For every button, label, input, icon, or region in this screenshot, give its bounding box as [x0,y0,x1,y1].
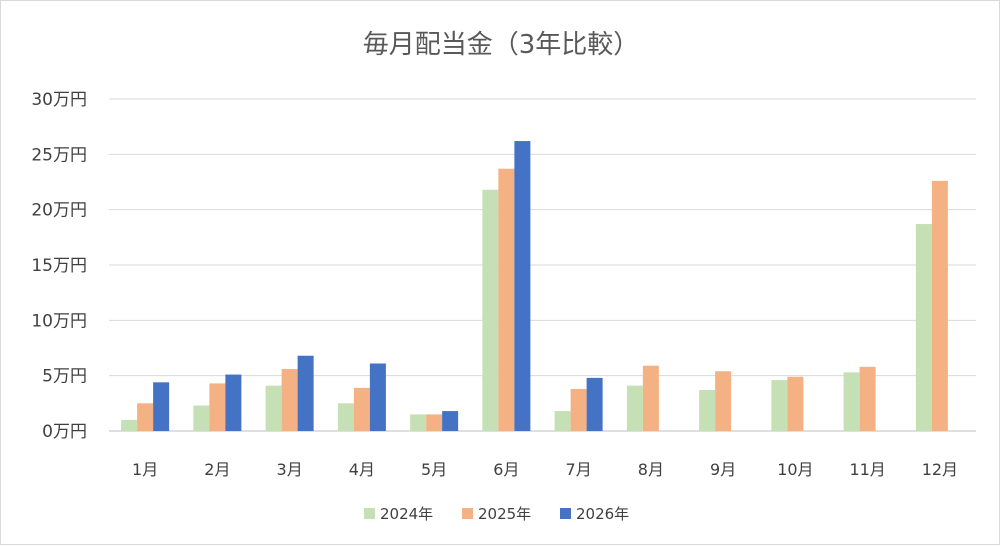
bar-2026年-4月 [369,363,386,431]
bar-2026年-1月 [153,382,170,431]
bar-2025年-9月 [715,371,732,431]
y-tick-label: 30万円 [31,90,87,110]
bar-2025年-4月 [353,387,370,431]
legend-label: 2026年 [576,505,629,523]
x-category-label: 5月 [421,460,447,479]
x-category-label: 3月 [277,460,303,479]
bar-2025年-2月 [209,383,226,431]
legend-swatch [364,508,375,519]
bar-2024年-10月 [771,380,788,431]
bar-2025年-8月 [642,365,659,431]
bar-2024年-1月 [121,419,138,431]
bar-2025年-6月 [498,168,515,431]
x-category-label: 11月 [849,460,885,479]
bar-2025年-12月 [931,180,948,431]
bar-2024年-5月 [410,414,427,431]
x-category-label: 6月 [493,460,519,479]
y-tick-label: 0万円 [42,422,87,442]
x-category-label: 10月 [777,460,813,479]
legend-swatch [560,508,571,519]
bar-2024年-4月 [337,403,354,431]
bar-2026年-5月 [442,411,459,431]
y-tick-label: 25万円 [31,145,87,165]
bar-2026年-7月 [586,377,603,431]
bar-2024年-6月 [482,189,499,431]
bar-2025年-1月 [137,403,154,431]
legend-label: 2025年 [478,505,531,523]
bar-2025年-7月 [570,388,587,431]
bar-2024年-12月 [915,224,932,431]
y-tick-label: 15万円 [31,256,87,276]
bar-2025年-10月 [787,376,804,431]
bar-2026年-6月 [514,141,531,431]
x-category-label: 1月 [132,460,158,479]
legend: 2024年 2025年 2026年 [364,505,629,523]
chart-title: 毎月配当金（3年比較） [363,30,640,60]
x-axis-categories: 1月 2月 3月 4月 5月 6月 7月 8月 9月 10月 11月 12月 [132,460,958,479]
x-category-label: 4月 [349,460,375,479]
x-category-label: 7月 [566,460,592,479]
bar-2025年-5月 [426,414,443,431]
bar-2024年-11月 [843,372,860,431]
bar-2024年-7月 [554,411,571,431]
legend-label: 2024年 [380,505,433,523]
bar-2025年-11月 [859,366,876,431]
grid-lines [109,98,976,432]
bar-2024年-2月 [193,405,210,431]
x-category-label: 9月 [710,460,736,479]
bars [121,141,948,431]
y-tick-label: 20万円 [31,201,87,221]
y-tick-label: 5万円 [42,367,87,387]
x-category-label: 8月 [638,460,664,479]
x-category-label: 2月 [204,460,230,479]
legend-swatch [462,508,473,519]
bar-2025年-3月 [281,369,298,431]
bar-2026年-3月 [297,355,314,431]
bar-2024年-9月 [699,390,716,431]
y-tick-label: 10万円 [31,311,87,331]
bar-2024年-8月 [626,385,643,431]
bar-2024年-3月 [265,385,282,431]
x-category-label: 12月 [922,460,958,479]
y-axis-ticks: 0万円 5万円 10万円 15万円 20万円 25万円 30万円 [31,90,87,442]
bar-2026年-2月 [225,374,242,431]
